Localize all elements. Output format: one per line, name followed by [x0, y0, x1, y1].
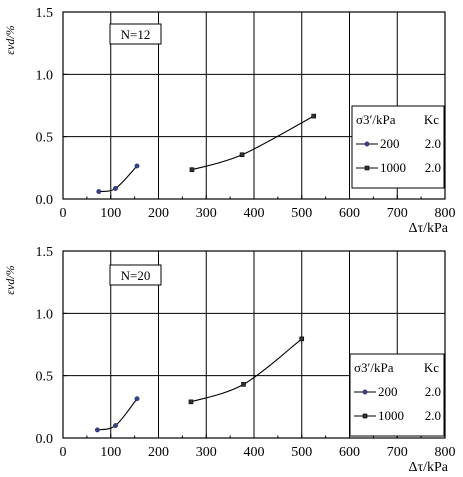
- annotation-box: [109, 23, 162, 45]
- legend: σ3′/kPa Kc 200 2.0 1000 2.0: [349, 353, 445, 437]
- legend-box: [351, 105, 445, 189]
- data-point: [241, 382, 246, 387]
- x-tick-label: 500: [291, 206, 312, 221]
- y-tick-label: 1.5: [36, 245, 54, 260]
- ticks: 0 100 200 300 400 500 600 700 800 0.0 0.5 1.0 1.5: [36, 245, 456, 460]
- legend-marker: [364, 141, 370, 147]
- y-tick-label: 1.0: [36, 307, 54, 322]
- y-tick-label: 0.5: [36, 131, 54, 146]
- y-tick-label: 1.5: [36, 6, 54, 21]
- x-tick-label: 600: [339, 445, 360, 460]
- series-circle: [96, 163, 140, 194]
- legend-stress-label: 200: [378, 384, 398, 399]
- x-tick-label: 800: [435, 206, 456, 221]
- x-tick-label: 200: [148, 206, 169, 221]
- annotation-label: N=12: [121, 27, 151, 42]
- data-point: [188, 399, 194, 405]
- legend-header-stress: σ3′/kPa: [354, 360, 394, 375]
- series-line: [191, 115, 314, 171]
- data-point: [299, 336, 305, 342]
- series-line: [190, 338, 303, 403]
- data-point: [113, 423, 118, 428]
- data-point: [134, 163, 140, 169]
- legend: σ3′/kPa Kc 200 2.0 1000 2.0: [351, 105, 445, 189]
- y-tick-label: 0.0: [36, 193, 54, 208]
- x-tick-label: 100: [100, 206, 121, 221]
- legend-marker: [362, 389, 368, 395]
- chart-panel-1: 0 100 200 300 400 500 600 700 800 0.0 0.5 1.0 1.5 Δτ/…: [3, 6, 456, 236]
- data-point: [94, 427, 100, 433]
- y-tick-label: 0.5: [36, 370, 54, 385]
- x-tick-label: 100: [100, 445, 121, 460]
- legend-k-label: 2.0: [425, 384, 441, 399]
- x-tick-label: 400: [244, 445, 265, 460]
- x-tick-label: 0: [60, 206, 67, 221]
- x-tick-label: 500: [291, 445, 312, 460]
- x-axis-label: Δτ/kPa: [408, 460, 448, 475]
- legend-header-k: Kc: [424, 112, 439, 127]
- legend-stress-label: 1000: [378, 408, 404, 423]
- x-tick-label: 0: [60, 445, 67, 460]
- legend-marker: [362, 413, 368, 419]
- series-square: [189, 113, 316, 173]
- data-point: [96, 189, 102, 194]
- annotation-label: N=20: [121, 268, 151, 283]
- chart-panel-2: 0 100 200 300 400 500 600 700 800 0.0 0.5 1.0 1.5 Δτ/…: [3, 245, 456, 475]
- data-point: [189, 167, 195, 173]
- legend-k-label: 2.0: [425, 408, 441, 423]
- y-axis-label: εvd/%: [3, 25, 17, 54]
- x-tick-label: 400: [244, 206, 265, 221]
- x-tick-label: 300: [196, 445, 217, 460]
- y-tick-label: 1.0: [36, 68, 54, 83]
- series-line: [98, 165, 138, 193]
- legend-header-k: Kc: [424, 360, 439, 375]
- x-tick-label: 700: [387, 206, 408, 221]
- legend-box: [349, 353, 445, 437]
- legend-header-stress: σ3′/kPa: [356, 112, 396, 127]
- legend-k-label: 2.0: [425, 136, 441, 151]
- x-tick-label: 300: [196, 206, 217, 221]
- annotation-box: [109, 264, 162, 286]
- series-circle: [94, 396, 140, 433]
- data-point: [134, 396, 140, 402]
- legend-marker: [364, 165, 370, 171]
- y-tick-label: 0.0: [36, 432, 54, 447]
- series-square: [188, 336, 305, 405]
- data-point: [311, 113, 316, 119]
- legend-stress-label: 200: [380, 136, 400, 151]
- x-tick-label: 600: [339, 206, 360, 221]
- x-tick-label: 700: [387, 445, 408, 460]
- legend-k-label: 2.0: [425, 160, 441, 175]
- legend-stress-label: 1000: [380, 160, 406, 175]
- x-axis-label: Δτ/kPa: [408, 221, 448, 236]
- ticks: 0 100 200 300 400 500 600 700 800 0.0 0.5 1.0 1.5: [36, 6, 456, 221]
- x-tick-label: 200: [148, 445, 169, 460]
- data-point: [239, 152, 245, 158]
- y-axis-label: εvd/%: [3, 265, 17, 294]
- data-point: [113, 185, 118, 191]
- x-tick-label: 800: [435, 445, 456, 460]
